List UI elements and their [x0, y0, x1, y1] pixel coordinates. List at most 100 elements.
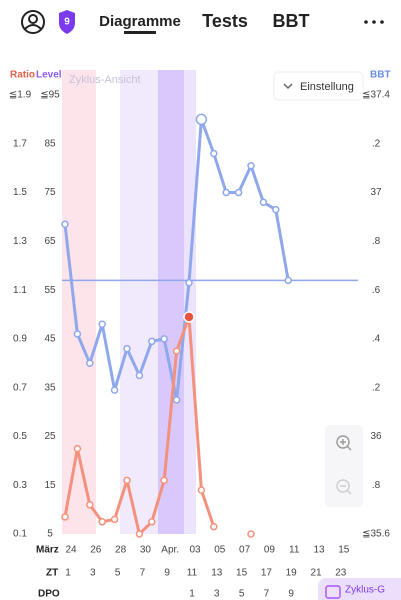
fertile-band — [120, 70, 158, 534]
zt-label: 5 — [115, 568, 121, 579]
y-tick-label: 1.5 — [13, 187, 27, 198]
point — [185, 279, 193, 287]
dpo-label: 9 — [288, 589, 294, 600]
zt-label: 11 — [187, 568, 198, 579]
row-title: DPO — [38, 589, 60, 600]
y-tick-label: 0.3 — [13, 480, 27, 491]
dropdown-box[interactable] — [273, 71, 364, 101]
x-tick-label: 15 — [338, 545, 350, 556]
point — [210, 149, 218, 158]
point — [61, 513, 69, 521]
point — [197, 486, 206, 494]
cycle-button[interactable]: Zyklus-G — [318, 578, 401, 600]
tab[interactable]: Tests — [202, 11, 248, 31]
zt-label: 13 — [211, 568, 223, 579]
y-tick-label: 75 — [44, 187, 56, 198]
zt-label: 19 — [286, 568, 298, 579]
zt-label: 15 — [236, 568, 248, 579]
x-tick-label: 30 — [140, 545, 152, 556]
y-tick-label: 1.1 — [13, 285, 27, 296]
point — [160, 335, 168, 343]
y-tick-label: 0.5 — [13, 431, 27, 442]
header: 9 Diagramme Tests BBT — [21, 10, 384, 34]
x-tick-label: 13 — [313, 545, 325, 556]
zoom-controls — [325, 425, 363, 507]
x-tick-label: 05 — [214, 545, 226, 556]
y-tick-label: ≦95 — [40, 90, 60, 101]
menu-dot — [380, 20, 384, 24]
y-tick-label: 65 — [44, 236, 56, 247]
y-tick-label: 25 — [44, 431, 56, 442]
tab[interactable]: BBT — [273, 11, 310, 31]
fertile-peak-band — [158, 70, 184, 534]
zoom-in[interactable] — [336, 435, 350, 449]
profile-icon[interactable] — [21, 10, 45, 34]
point — [284, 276, 292, 285]
point — [247, 161, 255, 170]
point — [73, 330, 82, 338]
zoom-out[interactable] — [336, 479, 350, 493]
y-tick-label: 1.7 — [13, 138, 27, 149]
zt-label: 23 — [335, 568, 347, 579]
point — [123, 476, 131, 485]
zt-label: 3 — [90, 568, 96, 579]
cycle-button-bg[interactable] — [318, 578, 401, 600]
axis-title: BBT — [370, 70, 391, 81]
phase-bands — [62, 70, 196, 534]
point — [135, 371, 144, 380]
y-tick-label: 36 — [370, 431, 382, 442]
point — [210, 522, 218, 531]
menu-dot[interactable] — [364, 20, 368, 24]
y-tick-label: 0.7 — [13, 382, 27, 393]
zoom-panel — [325, 425, 363, 507]
period-band — [62, 70, 96, 534]
point — [86, 359, 94, 368]
dropdown-label: Einstellung — [300, 81, 354, 93]
zt-label: 21 — [310, 568, 322, 579]
point — [222, 188, 230, 197]
cycle-button-label: Zyklus-G — [345, 585, 385, 596]
x-tick-label: 26 — [90, 545, 102, 556]
badge[interactable] — [59, 10, 75, 34]
dpo-label: 5 — [239, 589, 245, 600]
y-tick-label: 15 — [44, 480, 56, 491]
plot: ≦1.91.71.51.31.10.90.70.50.30.1≦95857565… — [9, 90, 390, 600]
axis-title: Level — [36, 70, 62, 81]
x-tick-label: 24 — [65, 545, 77, 556]
legend-hint: Zyklus-Ansicht — [69, 74, 141, 86]
tab[interactable]: Diagramme — [99, 13, 181, 30]
point — [135, 530, 144, 538]
axis-title: Ratio — [10, 70, 35, 81]
point — [123, 344, 131, 353]
x-tick-label: 07 — [239, 545, 251, 556]
point — [234, 188, 243, 197]
point — [98, 518, 106, 526]
zoom-out-glyph — [340, 485, 352, 495]
badge-text: 9 — [64, 17, 70, 28]
dpo-label: 7 — [264, 589, 270, 600]
y-tick-label: 0.1 — [13, 529, 27, 540]
point — [148, 337, 156, 346]
row-title: ZT — [46, 568, 58, 579]
settings-dropdown[interactable]: Einstellung — [273, 71, 364, 101]
zt-label: 1 — [65, 568, 71, 579]
zt-label: 17 — [261, 568, 273, 579]
y-tick-label: .6 — [372, 285, 381, 296]
y-tick-label: .4 — [372, 334, 381, 345]
month-label: März — [36, 545, 59, 556]
point — [172, 347, 181, 355]
x-tick-label: Apr. — [161, 545, 179, 556]
y-tick-label: 0.9 — [13, 334, 27, 345]
dpo-label: 1 — [189, 589, 195, 600]
point — [73, 444, 82, 453]
tab-underline — [124, 31, 156, 34]
cycle-button-icon — [325, 585, 341, 599]
point — [160, 476, 168, 485]
y-tick-label: ≦37.4 — [362, 90, 390, 101]
y-tick-label: .2 — [372, 382, 381, 393]
y-tick-label: ≦35.6 — [362, 529, 390, 540]
chevron — [283, 83, 293, 90]
menu-dot — [372, 20, 376, 24]
y-tick-label: 5 — [47, 529, 53, 540]
